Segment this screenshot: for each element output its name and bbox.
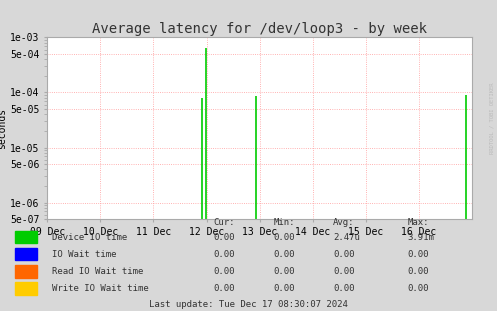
- Text: 0.00: 0.00: [214, 233, 235, 242]
- Text: Max:: Max:: [408, 218, 429, 227]
- Text: 0.00: 0.00: [408, 284, 429, 293]
- Text: 0.00: 0.00: [408, 267, 429, 276]
- Text: 0.00: 0.00: [273, 284, 295, 293]
- Text: 0.00: 0.00: [273, 233, 295, 242]
- Text: 0.00: 0.00: [273, 250, 295, 259]
- Text: 0.00: 0.00: [214, 250, 235, 259]
- Text: RRDTOOL / TOBI OETIKER: RRDTOOL / TOBI OETIKER: [490, 82, 495, 154]
- Text: 0.00: 0.00: [214, 267, 235, 276]
- Text: 0.00: 0.00: [333, 284, 354, 293]
- Text: Last update: Tue Dec 17 08:30:07 2024: Last update: Tue Dec 17 08:30:07 2024: [149, 300, 348, 309]
- Text: 0.00: 0.00: [408, 250, 429, 259]
- Text: 0.00: 0.00: [333, 250, 354, 259]
- Text: 2.47u: 2.47u: [333, 233, 360, 242]
- Text: Device IO time: Device IO time: [52, 233, 127, 242]
- Text: 3.91m: 3.91m: [408, 233, 434, 242]
- Text: Cur:: Cur:: [214, 218, 235, 227]
- Text: Avg:: Avg:: [333, 218, 354, 227]
- Text: Write IO Wait time: Write IO Wait time: [52, 284, 149, 293]
- Text: Read IO Wait time: Read IO Wait time: [52, 267, 144, 276]
- Text: Min:: Min:: [273, 218, 295, 227]
- Y-axis label: seconds: seconds: [0, 108, 7, 149]
- Title: Average latency for /dev/loop3 - by week: Average latency for /dev/loop3 - by week: [92, 22, 427, 36]
- Text: 0.00: 0.00: [214, 284, 235, 293]
- Text: IO Wait time: IO Wait time: [52, 250, 117, 259]
- Text: 0.00: 0.00: [273, 267, 295, 276]
- Text: 0.00: 0.00: [333, 267, 354, 276]
